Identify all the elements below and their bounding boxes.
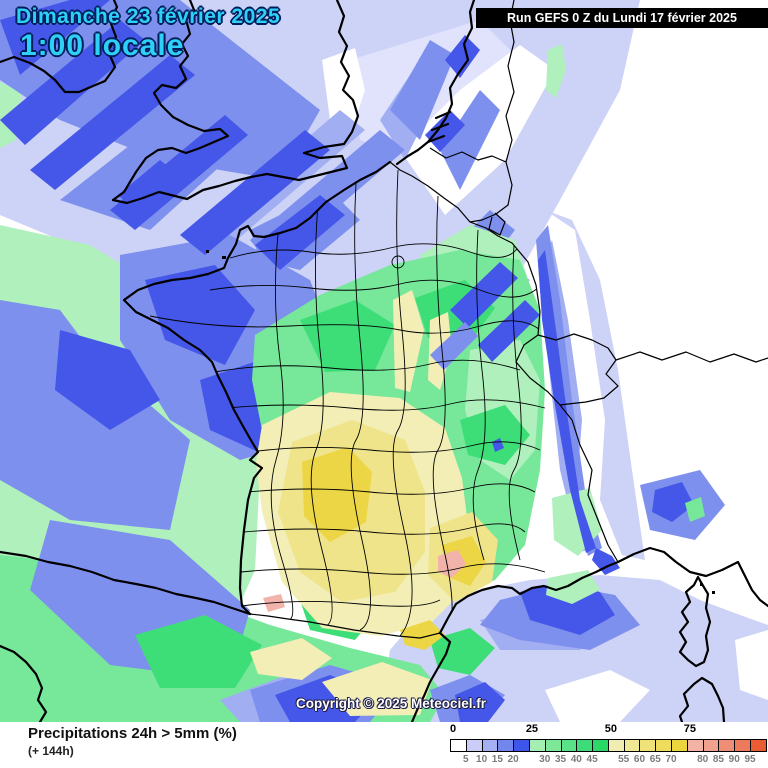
legend-minor-tick: 70 <box>665 754 677 765</box>
legend-minor-tick: 15 <box>491 754 503 765</box>
legend-cell <box>671 739 688 752</box>
legend-cell <box>528 739 546 752</box>
legend-cell <box>607 739 625 752</box>
legend-cell <box>734 739 751 752</box>
legend-minor-tick: 95 <box>744 754 756 765</box>
legend-cell <box>544 739 562 752</box>
legend-cell <box>639 739 657 752</box>
legend-minor-tick: 5 <box>463 754 469 765</box>
legend-cell <box>686 739 704 752</box>
weather-map <box>0 0 768 722</box>
legend-minor-tick: 20 <box>507 754 519 765</box>
legend-cell <box>481 739 499 752</box>
legend-minor-tick: 85 <box>712 754 724 765</box>
forecast-date: Dimanche 23 février 2025 <box>16 5 281 28</box>
forecast-time: 1:00 locale <box>20 29 185 63</box>
coastline-layer <box>0 0 768 722</box>
legend-cell <box>750 739 767 752</box>
legend-major-tick: 0 <box>449 723 457 735</box>
borders-layer <box>429 0 768 406</box>
precipitation-layer <box>0 0 768 722</box>
legend-cell <box>592 739 609 752</box>
legend-cell <box>623 739 641 752</box>
legend-minor-tick: 35 <box>554 754 567 765</box>
legend-cell <box>513 739 530 752</box>
legend-minor-tick: 90 <box>728 754 740 765</box>
legend-major-tick: 75 <box>683 723 696 735</box>
legend-cell <box>497 739 515 752</box>
legend-minor-tick: 45 <box>586 754 598 765</box>
legend-cell <box>702 739 720 752</box>
footer-bar: Precipitations 24h > 5mm (%) (+ 144h) 0 2… <box>0 722 768 768</box>
legend-major-tick: 50 <box>604 723 618 735</box>
legend-cell <box>718 739 736 752</box>
legend-minor-tick: 10 <box>476 754 488 765</box>
legend-minor-tick: 60 <box>633 754 646 765</box>
legend-minor-tick: 30 <box>539 754 551 765</box>
forecast-lead-time: (+ 144h) <box>28 744 74 758</box>
legend-minor-tick: 40 <box>570 754 582 765</box>
legend-major-tick: 25 <box>525 723 539 735</box>
forecast-datetime: Dimanche 23 février 2025 1:00 locale <box>16 5 281 63</box>
color-scale-legend: 0 25 50 75 5 10 15 20 30 35 40 45 55 60 65 70 80 85 90 95 <box>450 722 768 768</box>
legend-cell <box>450 739 467 752</box>
legend-cell <box>465 739 483 752</box>
parameter-title: Precipitations 24h > 5mm (%) <box>28 725 237 742</box>
departments-layer <box>149 169 546 637</box>
legend-minor-tick: 80 <box>697 754 709 765</box>
legend-cell <box>655 739 673 752</box>
model-run-banner: Run GEFS 0 Z du Lundi 17 février 2025 <box>476 8 768 28</box>
legend-minor-tick: 55 <box>618 754 630 765</box>
legend-cell <box>576 739 594 752</box>
copyright-notice: Copyright © 2025 Meteociel.fr <box>296 696 486 711</box>
legend-minor-tick: 65 <box>649 754 661 765</box>
legend-cell <box>560 739 578 752</box>
